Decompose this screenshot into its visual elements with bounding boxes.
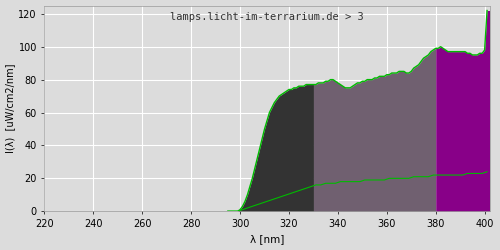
Text: lamps.licht-im-terrarium.de > 3: lamps.licht-im-terrarium.de > 3 [170,12,364,22]
X-axis label: λ [nm]: λ [nm] [250,234,284,244]
Y-axis label: I(λ)  [uW/cm2/nm]: I(λ) [uW/cm2/nm] [6,64,16,153]
